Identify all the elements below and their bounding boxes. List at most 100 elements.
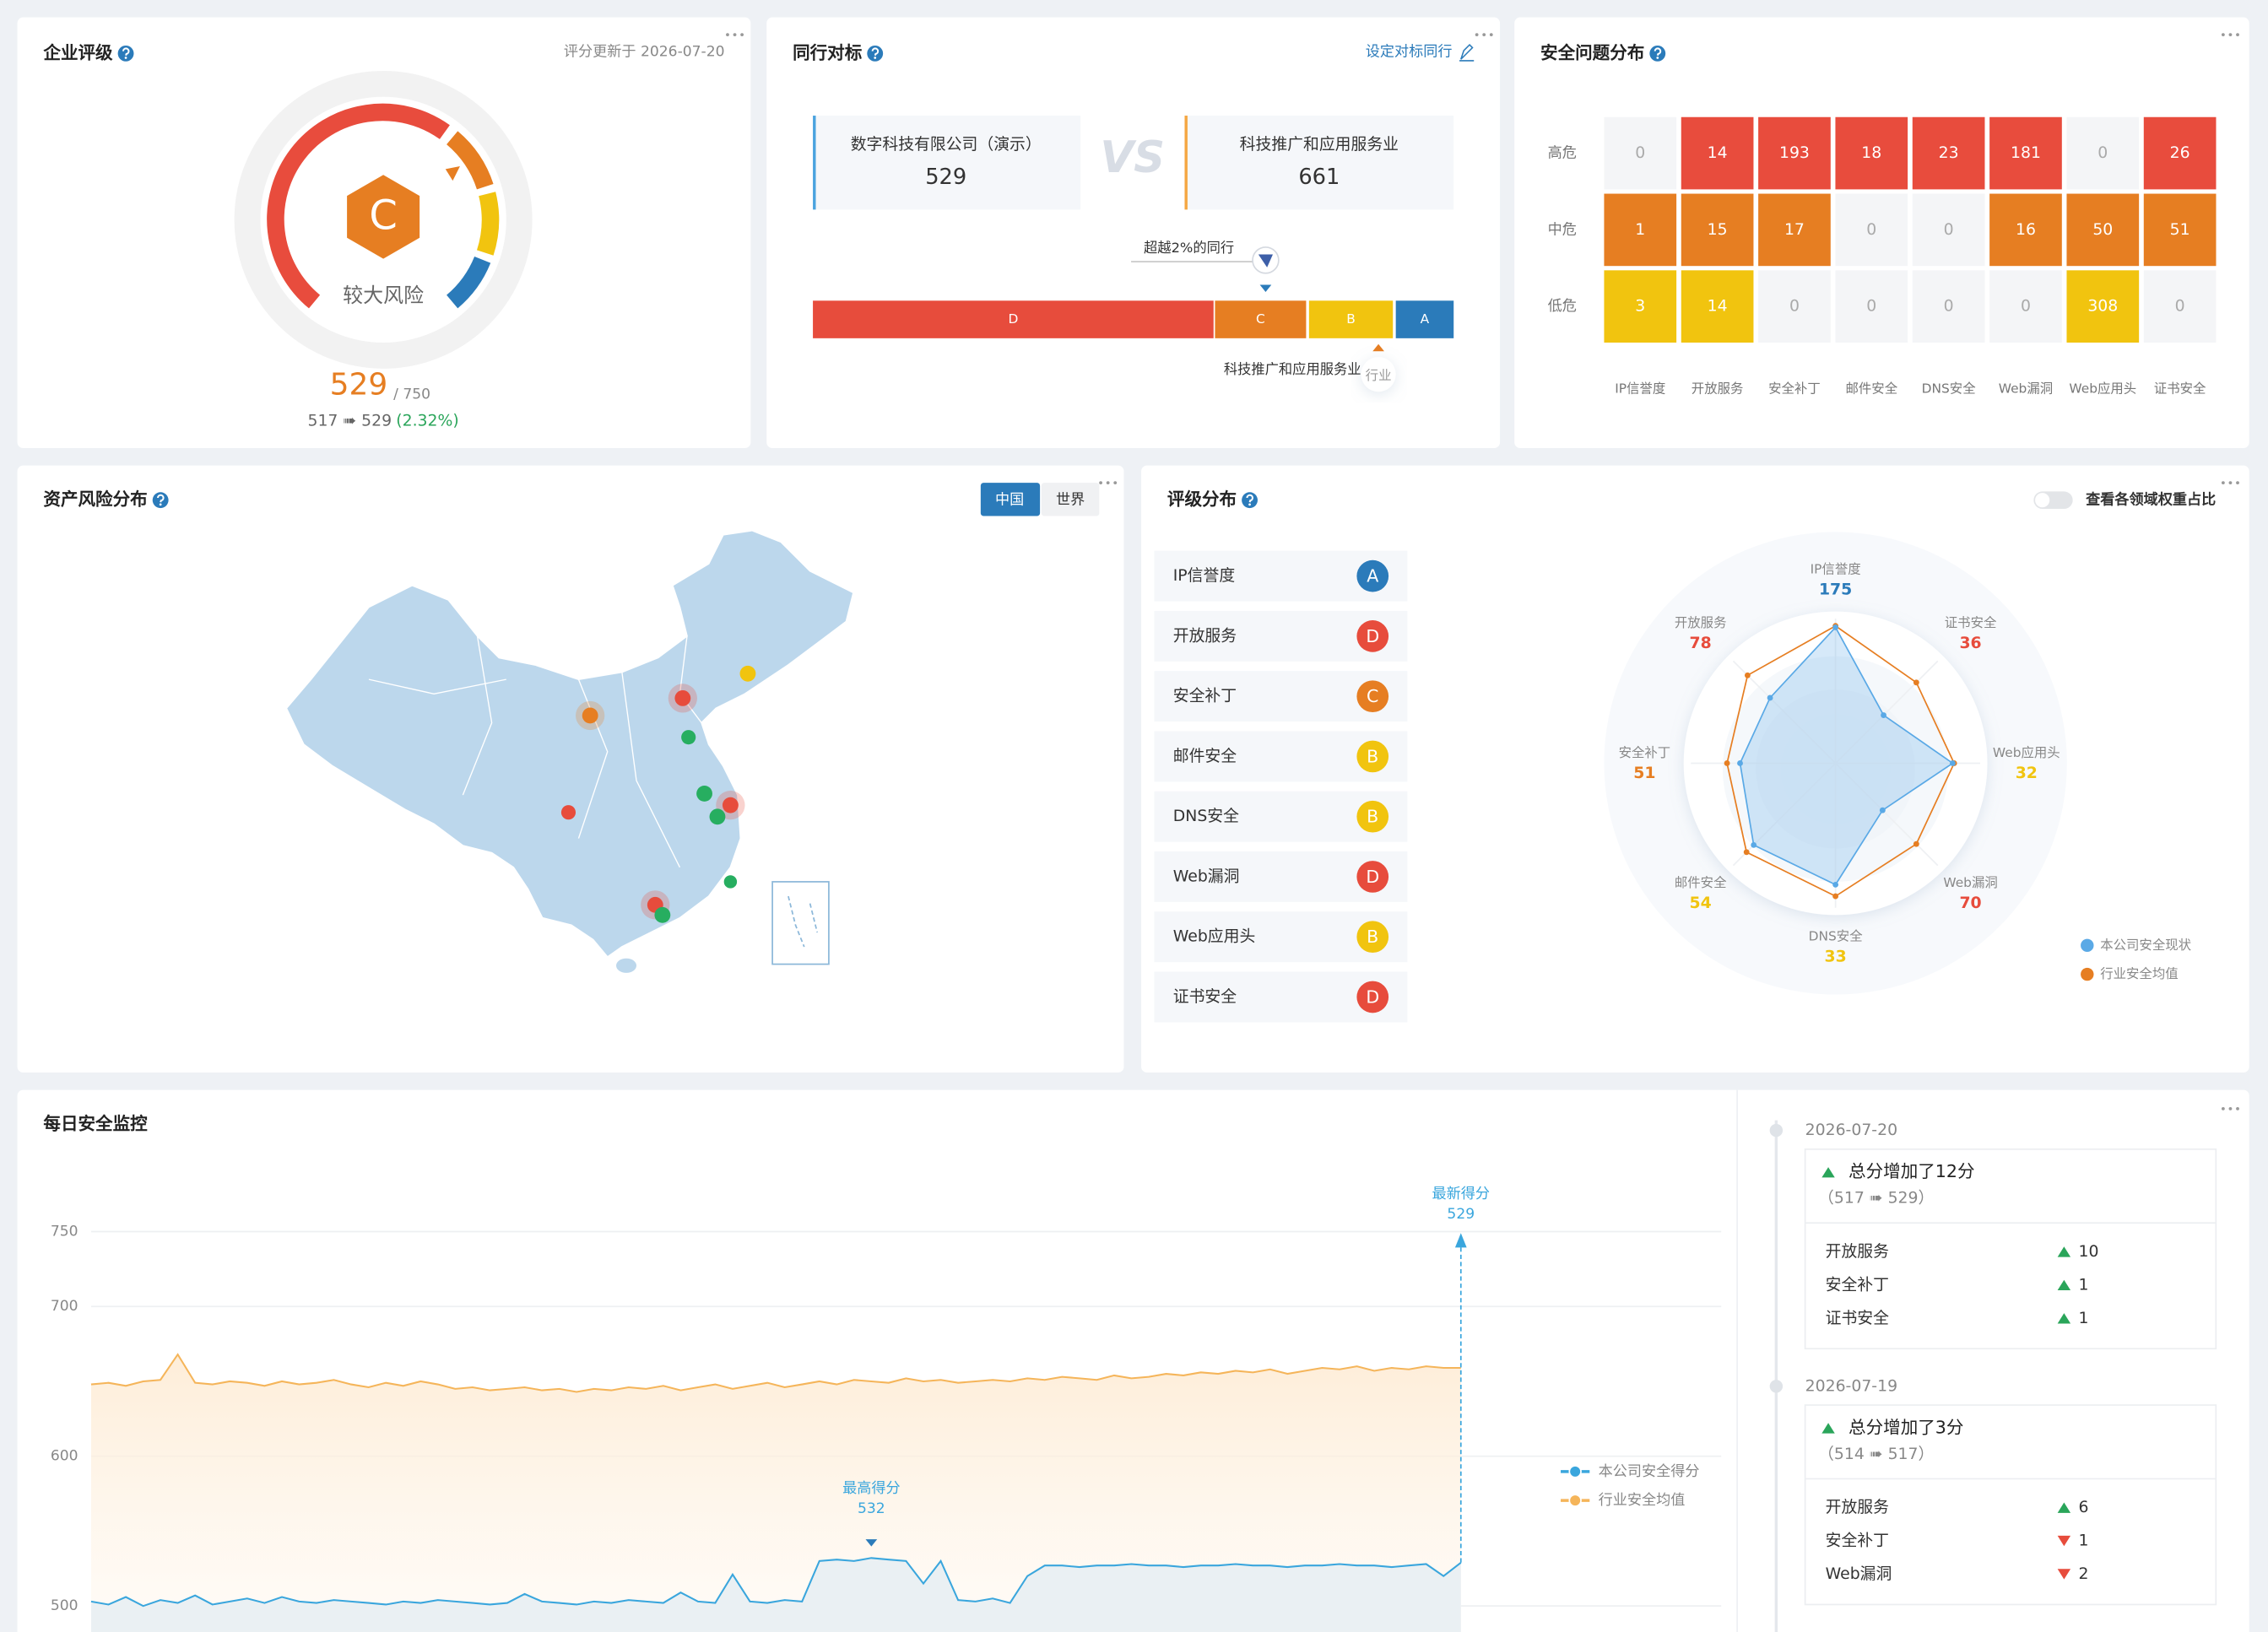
edit-icon[interactable] xyxy=(1459,44,1475,62)
cell-value: 51 xyxy=(2170,221,2190,239)
help-icon[interactable] xyxy=(116,44,135,62)
change-item-value: 1 xyxy=(2079,1276,2089,1294)
help-icon[interactable] xyxy=(1648,44,1667,62)
timeline-date: 2026-07-19 xyxy=(1805,1377,1897,1395)
radar-spoke xyxy=(1732,762,1837,867)
cell-value: 0 xyxy=(1944,221,1954,239)
area-fill xyxy=(90,1354,1461,1632)
column-label: 邮件安全 xyxy=(1845,381,1897,396)
radar-spoke xyxy=(1732,660,1837,765)
radar-point xyxy=(1737,760,1743,766)
grade-segment xyxy=(1395,300,1454,338)
compare-box xyxy=(1184,116,1454,210)
asset-dot[interactable] xyxy=(681,730,696,745)
grade-item-name: DNS安全 xyxy=(1173,807,1239,825)
radar-axis-value: 51 xyxy=(1633,765,1655,782)
column-label: Web漏洞 xyxy=(1999,381,2053,396)
tab-active[interactable] xyxy=(980,483,1041,516)
tab-label[interactable]: 中国 xyxy=(995,492,1024,509)
row-label: 高危 xyxy=(1548,145,1577,162)
asset-dot[interactable] xyxy=(709,808,726,825)
more-menu[interactable] xyxy=(2221,1107,2239,1111)
asset-dot[interactable] xyxy=(739,665,756,682)
grade-item-name: 安全补丁 xyxy=(1173,687,1237,705)
annotation-value: 532 xyxy=(858,1500,885,1517)
more-menu[interactable] xyxy=(2221,481,2239,485)
asset-dot[interactable] xyxy=(582,707,598,724)
radar-axis-label: DNS安全 xyxy=(1809,929,1864,944)
summary-icon xyxy=(1821,1423,1835,1434)
radar-axis-value: 175 xyxy=(1819,581,1852,598)
cell-value: 0 xyxy=(1866,221,1876,239)
asset-dot[interactable] xyxy=(560,805,576,820)
grade-badge xyxy=(1356,921,1389,954)
china-map[interactable] xyxy=(285,529,855,959)
change-item-name: Web漏洞 xyxy=(1826,1564,1892,1583)
trend-icon xyxy=(2057,1279,2071,1291)
heat-cell xyxy=(1835,193,1908,267)
grade-badge xyxy=(1356,620,1389,652)
gauge-ring xyxy=(234,70,533,369)
legend-label: 本公司安全得分 xyxy=(1599,1463,1700,1480)
asset-dot[interactable] xyxy=(654,906,671,923)
grade-badge xyxy=(1356,680,1389,713)
card-title: 资产风险分布 xyxy=(43,489,147,510)
change-item-value: 10 xyxy=(2079,1243,2099,1261)
radar-axis-value: 32 xyxy=(2016,765,2038,782)
radar-axis-label: Web漏洞 xyxy=(1943,875,1997,890)
timeline-box xyxy=(1804,1148,2217,1350)
help-icon[interactable] xyxy=(151,491,170,510)
grade-segment xyxy=(1308,300,1394,338)
radar-point xyxy=(1949,760,1956,766)
column-label: Web应用头 xyxy=(2069,380,2136,396)
score-change-pct: (2.32%) xyxy=(396,412,459,430)
more-menu[interactable] xyxy=(2221,33,2239,36)
y-tick-label: 600 xyxy=(51,1448,78,1465)
more-menu[interactable] xyxy=(1475,33,1493,36)
tab-label[interactable]: 世界 xyxy=(1056,492,1085,509)
y-tick-label: 750 xyxy=(51,1223,78,1240)
timeline-box xyxy=(1804,1404,2217,1606)
risk-level: 较大风险 xyxy=(343,284,424,307)
cell-value: 0 xyxy=(1866,298,1876,316)
column-label: 安全补丁 xyxy=(1768,381,1821,396)
cell-value: 0 xyxy=(2021,298,2031,316)
grade-badge xyxy=(1356,861,1389,893)
grade-letter: C xyxy=(369,192,398,240)
asset-dot[interactable] xyxy=(674,689,691,706)
grade-badge xyxy=(1356,981,1389,1013)
asset-dot[interactable] xyxy=(723,875,738,889)
help-icon[interactable] xyxy=(1241,491,1259,510)
change-item-name: 开放服务 xyxy=(1826,1242,1889,1261)
segment-label: C xyxy=(1256,311,1265,327)
radar-point xyxy=(1832,624,1839,630)
legend-marker xyxy=(2081,938,2094,953)
more-menu[interactable] xyxy=(726,33,744,36)
asset-dot[interactable] xyxy=(696,786,712,802)
update-date: 评分更新于 2026-07-20 xyxy=(564,44,725,61)
toggle-knob[interactable] xyxy=(2035,493,2050,508)
south-sea-inset xyxy=(771,881,830,965)
more-menu[interactable] xyxy=(1099,481,1118,485)
asset-dot[interactable] xyxy=(722,797,739,813)
cell-value: 23 xyxy=(1939,144,1959,162)
trend-icon xyxy=(2057,1246,2071,1257)
set-peer-link[interactable]: 设定对标同行 xyxy=(1366,44,1453,61)
help-icon[interactable] xyxy=(866,44,885,62)
change-item-value: 1 xyxy=(2079,1532,2089,1550)
tab[interactable] xyxy=(1041,483,1100,516)
compare-accent xyxy=(1184,116,1188,210)
heat-cell xyxy=(1835,270,1908,343)
grade-letter: B xyxy=(1367,746,1378,766)
cell-value: 3 xyxy=(1635,298,1645,316)
heat-cell xyxy=(1758,270,1831,343)
heat-cell xyxy=(1604,270,1677,343)
card-title: 同行对标 xyxy=(793,42,863,62)
grade-badge xyxy=(1356,800,1389,833)
heat-cell xyxy=(2143,193,2217,267)
radar-point xyxy=(1724,760,1730,766)
radar-axis-value: 33 xyxy=(1825,948,1847,966)
radar-axis-label: 邮件安全 xyxy=(1675,875,1727,890)
line-series xyxy=(90,1557,1462,1608)
change-item-name: 安全补丁 xyxy=(1826,1532,1889,1550)
